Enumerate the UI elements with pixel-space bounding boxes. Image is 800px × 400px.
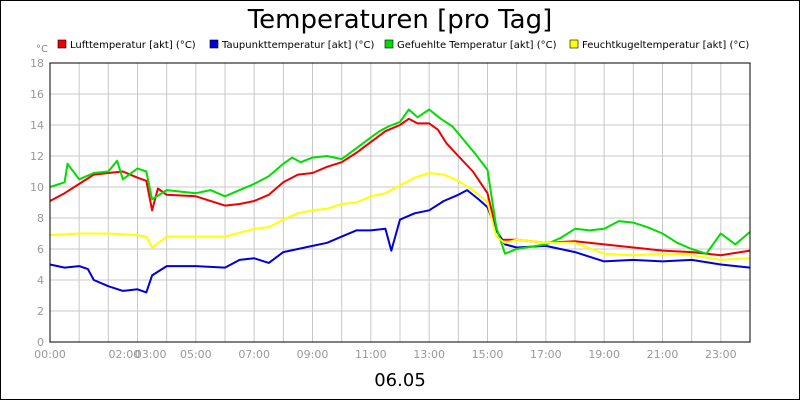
x-tick-label: 11:00 [355,348,387,361]
x-tick-label: 21:00 [647,348,679,361]
y-tick-label: 2 [37,305,44,318]
y-tick-label: 0 [37,336,44,349]
legend-label: Feuchtkugeltemperatur [akt] (°C) [582,40,749,51]
y-unit-label: °C [36,44,48,55]
x-tick-label: 03:00 [135,348,167,361]
x-tick-label: 09:00 [297,348,329,361]
series-line [49,172,751,261]
y-tick-label: 8 [37,212,44,225]
legend-label: Taupunkttemperatur [akt] (°C) [221,40,374,51]
legend-swatch [209,39,219,49]
x-tick-label: 13:00 [413,348,445,361]
y-tick-label: 4 [37,274,44,287]
legend-swatch [57,39,67,49]
x-tick-label: 02:00 [109,348,141,361]
y-tick-label: 6 [37,243,44,256]
y-tick-label: 18 [30,57,44,70]
legend-label: Lufttemperatur [akt] (°C) [70,40,196,51]
x-tick-label: 23:00 [705,348,737,361]
chart-title: Temperaturen [pro Tag] [247,5,553,35]
x-tick-label: 05:00 [180,348,212,361]
plot-area-border [49,62,751,343]
y-tick-label: 10 [30,181,44,194]
y-tick-label: 16 [30,88,44,101]
x-tick-label: 17:00 [530,348,562,361]
series-lines [49,108,751,294]
x-tick-label: 07:00 [238,348,270,361]
x-tick-label: 00:00 [34,348,66,361]
y-tick-label: 12 [30,150,44,163]
legend-swatch [384,39,394,49]
y-tick-label: 14 [30,119,44,132]
legend-label: Gefuehlte Temperatur [akt] (°C) [397,40,557,51]
legend-swatch [569,39,579,49]
x-tick-label: 19:00 [588,348,620,361]
x-date-label: 06.05 [374,370,426,391]
x-tick-label: 15:00 [472,348,504,361]
series-line [49,108,751,255]
legend: Lufttemperatur [akt] (°C) Taupunkttempera… [57,39,749,51]
